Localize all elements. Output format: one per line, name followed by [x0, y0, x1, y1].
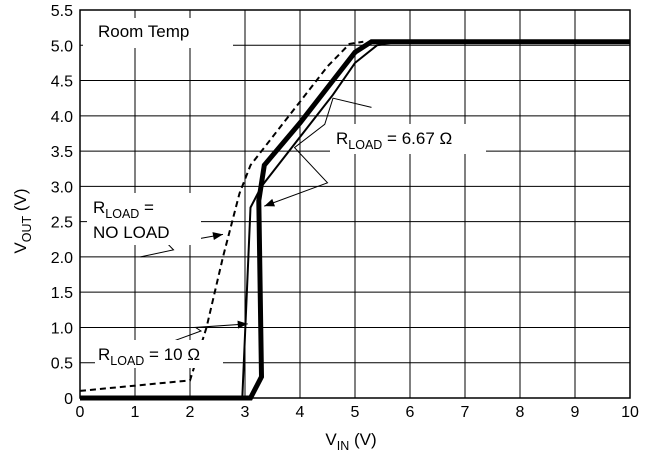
room-temp-box	[83, 18, 233, 48]
load-667-sub: LOAD	[348, 138, 382, 152]
no-load-label-line1: RLOAD =	[93, 198, 154, 221]
label-bg-667	[330, 124, 486, 154]
y-tick-label: 4.0	[51, 109, 73, 126]
series-layer	[79, 39, 630, 401]
y-tick-label: 1.5	[51, 285, 73, 302]
load-10-sub: LOAD	[110, 354, 144, 368]
load-667-label: RLOAD = 6.67 Ω	[336, 129, 452, 152]
load-10-label: RLOAD = 10 Ω	[98, 345, 200, 368]
x-tick-label: 9	[571, 404, 580, 421]
label-bg-10	[95, 340, 223, 368]
y-tick-label: 4.5	[51, 74, 73, 91]
annotation-leader	[264, 97, 372, 207]
x-tick-label: 1	[131, 404, 140, 421]
x-tick-label: 5	[351, 404, 360, 421]
no-load-sub: LOAD	[105, 207, 139, 221]
label-bg-noload	[87, 193, 201, 245]
x-tick-label: 10	[621, 404, 639, 421]
series-line-dashed	[79, 40, 364, 392]
y-tick-label: 5.5	[51, 3, 73, 20]
x-tick-label: 2	[186, 404, 195, 421]
annotation-arrowhead	[237, 320, 248, 329]
annotation-leader	[162, 323, 248, 346]
y-axis-title: VOUT (V)	[11, 188, 34, 253]
y-tick-label: 5.0	[51, 38, 73, 55]
plot-frame	[79, 9, 631, 399]
y-tick-label: 2.5	[51, 215, 73, 232]
load-10-main: R	[98, 345, 110, 364]
load-10-rest: = 10 Ω	[144, 345, 200, 364]
load-667-main: R	[336, 129, 348, 148]
tick-labels: 0 1 2 3 4 5 6 7 8 9 10 0 0.5 1.0 1.5 2.0 2.5 3.0 3.5 4.0 4.5…	[51, 3, 639, 421]
no-load-rest: =	[139, 198, 154, 217]
no-load-label-line2: NO LOAD	[93, 223, 170, 242]
y-axis-sub: OUT	[20, 215, 34, 242]
no-load-main: R	[93, 198, 105, 217]
x-axis-title: VIN (V)	[325, 430, 376, 453]
room-temp-label: Room Temp	[98, 22, 189, 41]
x-axis-sub: IN	[337, 439, 350, 453]
load-667-rest: = 6.67 Ω	[382, 129, 452, 148]
y-tick-label: 1.0	[51, 320, 73, 337]
x-tick-label: 3	[241, 404, 250, 421]
y-axis-main: V	[11, 242, 30, 254]
x-tick-label: 8	[516, 404, 525, 421]
y-tick-label: 3.5	[51, 144, 73, 161]
y-tick-label: 2.0	[51, 250, 73, 267]
y-axis-unit: (V)	[11, 188, 30, 215]
x-tick-label: 7	[461, 404, 470, 421]
y-tick-label: 0.5	[51, 356, 73, 373]
annotation-arrowhead	[212, 232, 223, 241]
x-tick-label: 6	[406, 404, 415, 421]
x-tick-label: 0	[76, 404, 85, 421]
series-line-thick	[80, 39, 630, 401]
x-axis-unit: (V)	[349, 430, 376, 449]
annotation-arrowhead	[264, 198, 276, 207]
x-axis-main: V	[325, 430, 337, 449]
x-tick-label: 4	[296, 404, 305, 421]
y-tick-label: 0	[64, 391, 73, 408]
y-tick-label: 3.0	[51, 179, 73, 196]
